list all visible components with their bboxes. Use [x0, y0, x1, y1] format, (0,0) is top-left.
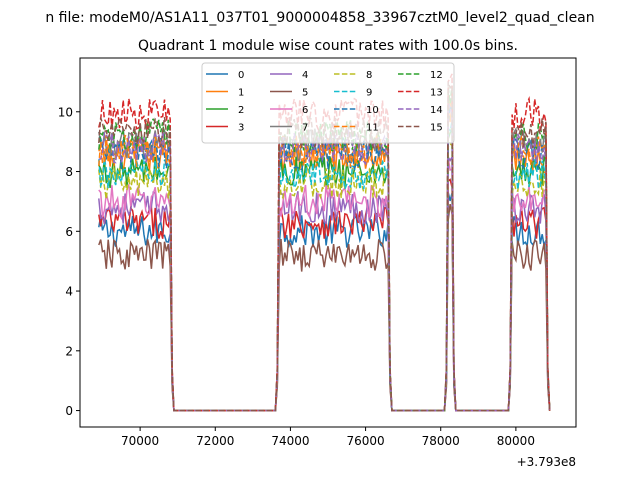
legend-label-3: 3 [238, 123, 244, 134]
legend-label-14: 14 [430, 105, 443, 116]
x-offset-label: +3.793e8 [517, 455, 576, 469]
legend-label-15: 15 [430, 123, 443, 134]
y-tick-label: 6 [65, 225, 73, 239]
y-tick-label: 4 [65, 285, 73, 299]
series-line-6 [98, 157, 551, 412]
y-tick-label: 8 [65, 165, 73, 179]
legend-label-9: 9 [366, 88, 372, 99]
series-line-2 [98, 127, 551, 412]
chart-suptitle: n file: modeM0/AS1A11_037T01_9000004858_… [45, 10, 594, 26]
legend-label-7: 7 [302, 123, 308, 134]
legend-label-13: 13 [430, 88, 443, 99]
series-line-8 [98, 142, 551, 412]
x-tick-label: 76000 [346, 434, 384, 448]
series-line-3 [98, 178, 551, 412]
x-tick-label: 70000 [121, 434, 159, 448]
y-tick-label: 10 [58, 105, 73, 119]
y-tick-label: 2 [65, 344, 73, 358]
legend-label-10: 10 [366, 105, 379, 116]
legend-label-0: 0 [238, 70, 244, 81]
x-tick-label: 78000 [422, 434, 460, 448]
legend-label-6: 6 [302, 105, 308, 116]
legend-label-5: 5 [302, 88, 308, 99]
x-tick-label: 72000 [196, 434, 234, 448]
legend-label-8: 8 [366, 70, 372, 81]
chart-title: Quadrant 1 module wise count rates with … [138, 38, 518, 54]
legend-label-2: 2 [238, 105, 244, 116]
legend-frame [201, 62, 455, 144]
legend-label-11: 11 [366, 123, 379, 134]
plot-frame [79, 57, 577, 428]
x-tick-label: 80000 [497, 434, 535, 448]
y-tick-label: 0 [65, 404, 73, 418]
x-tick-label: 74000 [271, 434, 309, 448]
legend-label-4: 4 [302, 70, 308, 81]
legend-label-12: 12 [430, 70, 443, 81]
legend-label-1: 1 [238, 88, 244, 99]
